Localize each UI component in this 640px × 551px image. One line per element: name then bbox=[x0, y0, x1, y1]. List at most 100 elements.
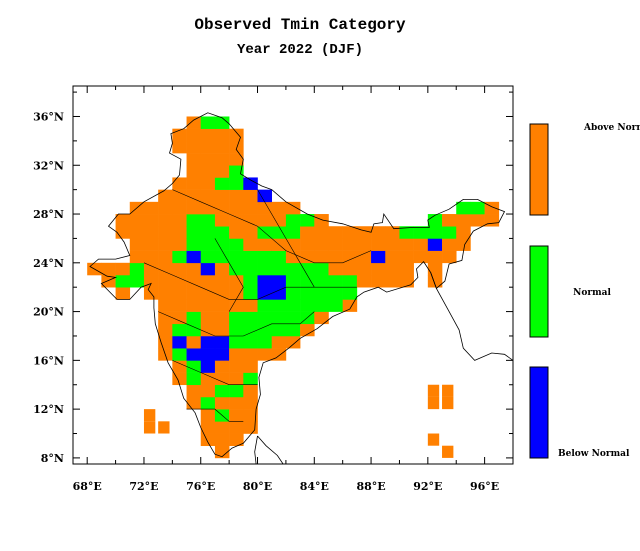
grid-cell-above bbox=[158, 262, 173, 276]
grid-cell-above bbox=[229, 299, 244, 312]
grid-cell-above bbox=[158, 287, 173, 300]
grid-cell-above bbox=[214, 433, 230, 447]
grid-cell-above bbox=[427, 250, 443, 264]
grid-cell-normal bbox=[285, 323, 301, 337]
grid-cell-normal bbox=[271, 299, 287, 312]
grid-cell-normal bbox=[257, 323, 273, 337]
grid-cell-normal bbox=[229, 335, 244, 349]
grid-cell-normal bbox=[257, 311, 273, 325]
grid-cell-above bbox=[257, 238, 273, 251]
grid-cell-above bbox=[214, 262, 230, 276]
grid-cell-above bbox=[214, 165, 230, 178]
grid-cell-above bbox=[214, 421, 230, 434]
grid-cell-above bbox=[285, 250, 301, 264]
legend-label: Below Normal bbox=[558, 449, 630, 459]
grid-cell-above bbox=[115, 214, 131, 227]
grid-cell-above bbox=[214, 396, 230, 410]
grid-cell-above bbox=[427, 262, 443, 276]
lat-tick-label: 36°N bbox=[33, 110, 64, 123]
grid-cell-below bbox=[243, 177, 258, 190]
grid-cell-above bbox=[385, 262, 400, 276]
grid-cell-normal bbox=[300, 299, 315, 312]
grid-cell-above bbox=[229, 214, 244, 227]
lat-tick-label: 24°N bbox=[33, 257, 64, 270]
longitude-labels: 68°E 72°E 76°E 80°E 84°E 88°E 92°E 96°E bbox=[73, 480, 500, 493]
grid-cell-normal bbox=[186, 360, 202, 373]
grid-cell-above bbox=[214, 287, 230, 300]
grid-cell-above bbox=[271, 335, 287, 349]
grid-cell-normal bbox=[257, 250, 273, 264]
legend-swatch bbox=[529, 366, 549, 459]
lat-tick-label: 20°N bbox=[33, 306, 64, 319]
grid-cell-above bbox=[186, 287, 202, 300]
grid-cell-above bbox=[214, 153, 230, 166]
grid-cell-normal bbox=[229, 323, 244, 337]
grid-cell-above bbox=[172, 226, 187, 239]
grid-cell-above bbox=[158, 311, 173, 325]
grid-cell-above bbox=[143, 226, 159, 239]
grid-cell-above bbox=[484, 201, 500, 215]
island-cell bbox=[427, 433, 440, 446]
grid-cell-normal bbox=[214, 116, 230, 129]
grid-cell-normal bbox=[300, 214, 315, 227]
island-cell bbox=[143, 421, 156, 434]
grid-cell-above bbox=[214, 201, 230, 215]
grid-cell-above bbox=[413, 250, 429, 264]
lat-tick-label: 8°N bbox=[41, 452, 64, 465]
grid-cell-above bbox=[200, 287, 216, 300]
grid-cell-normal bbox=[328, 287, 343, 300]
grid-cell-above bbox=[200, 421, 216, 434]
grid-cell-above bbox=[143, 214, 159, 227]
lat-tick-label: 12°N bbox=[33, 403, 64, 416]
island-cell bbox=[158, 421, 170, 434]
state-boundary bbox=[214, 238, 244, 312]
grid-cell-normal bbox=[186, 311, 202, 325]
grid-cell-above bbox=[200, 323, 216, 337]
grid-cell-below bbox=[200, 348, 216, 361]
grid-cell-above bbox=[300, 226, 315, 239]
grid-cell-normal bbox=[271, 311, 287, 325]
grid-cell-normal bbox=[229, 177, 244, 190]
grid-cell-above bbox=[186, 335, 202, 349]
grid-cell-above bbox=[229, 201, 244, 215]
grid-cell-above bbox=[229, 153, 244, 166]
grid-cell-above bbox=[399, 238, 414, 251]
grid-cell-above bbox=[356, 238, 372, 251]
grid-cell-normal bbox=[229, 165, 244, 178]
grid-cell-above bbox=[172, 360, 187, 373]
grid-cell-normal bbox=[243, 311, 258, 325]
grid-cell-normal bbox=[214, 238, 230, 251]
grid-cell-normal bbox=[300, 262, 315, 276]
grid-cell-above bbox=[143, 262, 159, 276]
grid-cell-above bbox=[371, 262, 386, 276]
grid-cell-above bbox=[385, 275, 400, 288]
grid-cell-normal bbox=[427, 214, 443, 227]
grid-cell-normal bbox=[214, 177, 230, 190]
grid-cell-above bbox=[271, 214, 287, 227]
grid-cell-normal bbox=[229, 238, 244, 251]
grid-cell-above bbox=[200, 433, 216, 447]
grid-cell-above bbox=[115, 226, 131, 239]
grid-cell-above bbox=[186, 128, 202, 142]
grid-cell-normal bbox=[442, 226, 457, 239]
grid-cell-above bbox=[399, 262, 414, 276]
myanmar-coastline bbox=[430, 272, 514, 361]
grid-cell-above bbox=[172, 177, 187, 190]
grid-cell-above bbox=[271, 201, 287, 215]
grid-cell-above bbox=[172, 299, 187, 312]
grid-cell-above bbox=[186, 384, 202, 398]
grid-cell-above bbox=[101, 262, 116, 276]
grid-cell-normal bbox=[271, 250, 287, 264]
grid-cell-normal bbox=[186, 238, 202, 251]
grid-cell-above bbox=[200, 128, 216, 142]
grid-cell-below bbox=[186, 348, 202, 361]
grid-cell-normal bbox=[300, 287, 315, 300]
grid-cell-above bbox=[328, 238, 343, 251]
lon-tick-label: 92°E bbox=[413, 480, 442, 493]
state-boundary bbox=[143, 262, 357, 300]
grid-cell-below bbox=[271, 275, 287, 288]
grid-cell-above bbox=[200, 165, 216, 178]
grid-cell-above bbox=[371, 275, 386, 288]
grid-cell-above bbox=[214, 299, 230, 312]
